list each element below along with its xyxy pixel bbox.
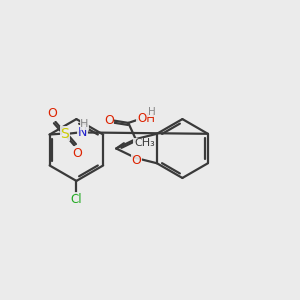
Text: O: O xyxy=(131,154,141,167)
Text: O: O xyxy=(104,114,114,127)
Text: H: H xyxy=(148,107,156,117)
Text: S: S xyxy=(61,127,69,141)
Text: N: N xyxy=(78,126,87,139)
Text: O: O xyxy=(73,147,82,160)
Text: CH₃: CH₃ xyxy=(134,138,155,148)
Text: OH: OH xyxy=(137,112,155,125)
Text: Cl: Cl xyxy=(70,193,82,206)
Text: O: O xyxy=(47,107,57,120)
Text: H: H xyxy=(80,119,88,129)
